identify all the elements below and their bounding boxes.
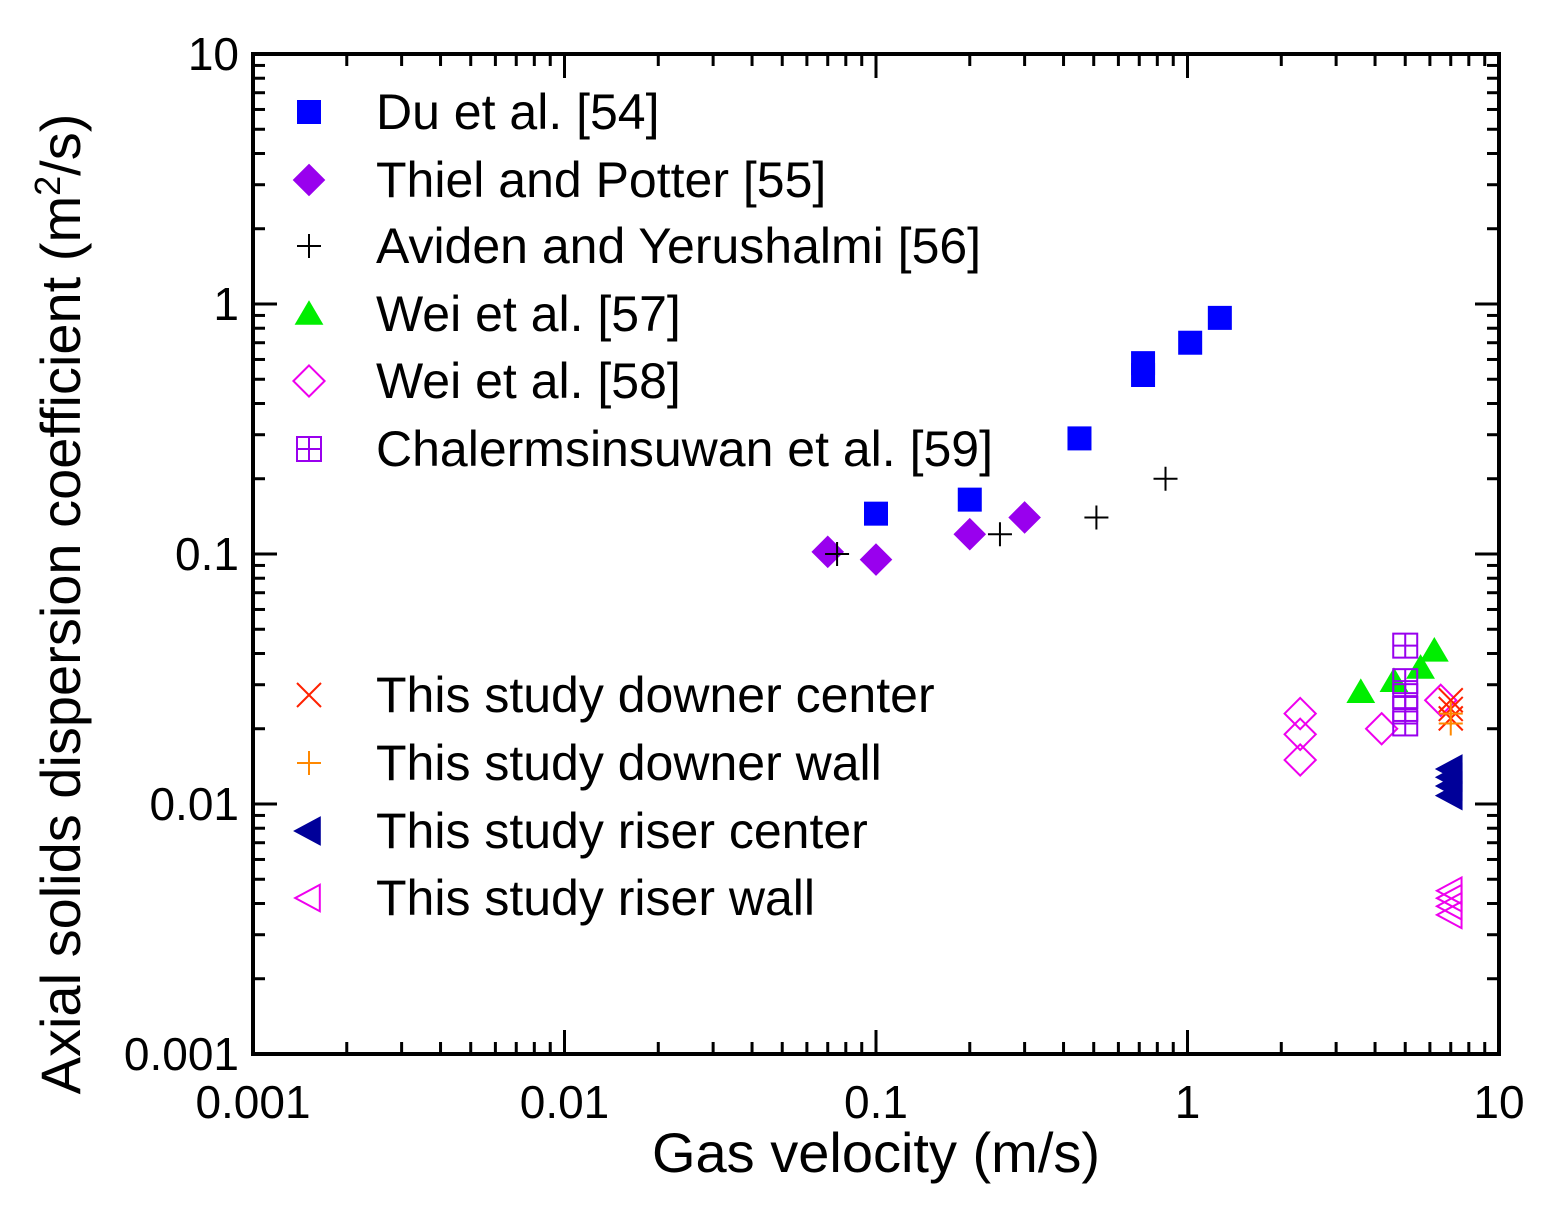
- legend-entry: Wei et al. [58]: [291, 353, 681, 409]
- data-point: [1392, 710, 1419, 737]
- legend: Du et al. [54] Thiel and Potter [55] Avide…: [291, 84, 993, 926]
- series-4: [1283, 683, 1458, 777]
- legend-marker: [292, 163, 326, 197]
- y-tick-label: 0.01: [149, 778, 239, 830]
- legend-entry: Aviden and Yerushalmi [56]: [297, 218, 981, 274]
- x-tick-labels: 0.001 0.01 0.1 1 10: [195, 1076, 1524, 1128]
- y-tick-label: 10: [188, 28, 239, 80]
- y-tick-labels: 0.001 0.01 0.1 1 10: [124, 28, 239, 1080]
- data-point: [1067, 426, 1092, 451]
- legend-marker: [291, 363, 327, 399]
- plot-frame: [251, 52, 1501, 1056]
- legend-marker: [297, 100, 321, 124]
- legend-entry: Du et al. [54]: [297, 84, 660, 140]
- legend-label: Wei et al. [57]: [376, 286, 681, 342]
- series-5: [1392, 632, 1419, 737]
- data-point: [1392, 632, 1419, 659]
- legend-entry: Chalermsinsuwan et al. [59]: [296, 421, 993, 477]
- legend-label: This study downer wall: [376, 735, 882, 791]
- legend-label: This study downer center: [376, 667, 935, 723]
- legend-label: This study riser wall: [376, 870, 815, 926]
- data-point: [1283, 742, 1318, 777]
- legend-label: Thiel and Potter [55]: [376, 152, 826, 208]
- y-tick-label: 0.001: [124, 1028, 239, 1080]
- data-point: [1406, 654, 1435, 679]
- legend-entry: Wei et al. [57]: [294, 286, 681, 342]
- legend-marker: [296, 436, 322, 462]
- legend-label: Aviden and Yerushalmi [56]: [376, 218, 981, 274]
- data-marks: [811, 305, 1464, 930]
- data-point: [1084, 505, 1109, 530]
- legend-label: Chalermsinsuwan et al. [59]: [376, 421, 993, 477]
- legend-marker: [296, 682, 322, 708]
- series-7: [1438, 701, 1463, 736]
- data-point: [987, 522, 1012, 547]
- data-point: [1438, 687, 1464, 713]
- data-point: [1434, 754, 1463, 784]
- x-tick-label: 0.1: [844, 1076, 908, 1128]
- y-axis-label-superscript: 2: [27, 176, 68, 196]
- series-9: [1434, 875, 1463, 930]
- y-axis-label: Axial solids dispersion coefficient (m2/…: [27, 114, 92, 1095]
- data-point: [825, 542, 850, 566]
- data-point: [1008, 501, 1041, 534]
- data-point: [1178, 330, 1203, 355]
- data-point: [1346, 678, 1376, 704]
- data-point: [859, 543, 893, 576]
- legend-entry: Thiel and Potter [55]: [292, 152, 826, 208]
- data-point: [957, 487, 982, 512]
- data-point: [1283, 696, 1318, 731]
- legend-label: Wei et al. [58]: [376, 353, 681, 409]
- y-tick-label: 0.1: [175, 528, 239, 580]
- series-1: [811, 501, 1041, 576]
- legend-entry: This study riser center: [293, 803, 868, 859]
- legend-entry: This study downer wall: [297, 735, 882, 791]
- legend-entry: This study downer center: [296, 667, 935, 723]
- data-point: [1153, 466, 1178, 491]
- data-point: [953, 517, 987, 551]
- data-point: [1131, 351, 1156, 376]
- legend-label: This study riser center: [376, 803, 868, 859]
- series-0: [864, 305, 1232, 526]
- legend-entry: This study riser wall: [293, 870, 815, 926]
- x-tick-label: 10: [1473, 1076, 1524, 1128]
- x-tick-label: 1: [1175, 1076, 1201, 1128]
- legend-marker: [293, 883, 321, 913]
- legend-marker: [297, 751, 321, 775]
- legend-marker: [294, 300, 324, 325]
- legend-marker: [297, 234, 321, 258]
- legend-label: Du et al. [54]: [376, 84, 660, 140]
- y-tick-label: 1: [213, 278, 239, 330]
- series-8: [1434, 754, 1463, 811]
- data-point: [1207, 305, 1232, 330]
- y-axis-label-main: Axial solids dispersion coefficient (m: [29, 196, 92, 1094]
- data-point: [1283, 717, 1318, 752]
- data-point: [1364, 711, 1399, 746]
- data-point: [864, 501, 888, 526]
- data-point: [1423, 683, 1458, 718]
- x-axis-label: Gas velocity (m/s): [652, 1121, 1100, 1184]
- data-point: [811, 535, 845, 569]
- x-tick-label: 0.01: [520, 1076, 610, 1128]
- data-point: [1438, 701, 1463, 726]
- data-point: [1419, 637, 1449, 662]
- series-2: [825, 466, 1178, 566]
- data-point: [1434, 875, 1463, 906]
- x-tick-label: 0.001: [195, 1076, 310, 1128]
- legend-marker: [293, 816, 321, 846]
- y-axis-label-tail: /s): [29, 114, 92, 176]
